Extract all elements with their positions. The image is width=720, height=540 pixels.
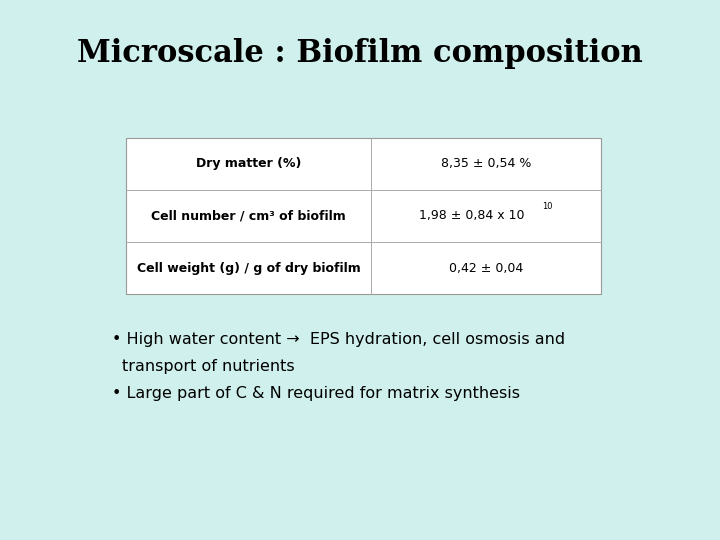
Text: Dry matter (%): Dry matter (%) <box>196 157 301 170</box>
Text: 1,98 ± 0,84 x 10: 1,98 ± 0,84 x 10 <box>419 210 524 222</box>
Text: • High water content →  EPS hydration, cell osmosis and: • High water content → EPS hydration, ce… <box>112 332 564 347</box>
Bar <box>126 138 601 294</box>
Text: 8,35 ± 0,54 %: 8,35 ± 0,54 % <box>441 157 531 170</box>
Text: Cell number / cm³ of biofilm: Cell number / cm³ of biofilm <box>151 210 346 222</box>
Text: • Large part of C & N required for matrix synthesis: • Large part of C & N required for matri… <box>112 386 520 401</box>
Text: transport of nutrients: transport of nutrients <box>122 359 295 374</box>
Text: Microscale : Biofilm composition: Microscale : Biofilm composition <box>77 38 643 69</box>
Text: 0,42 ± 0,04: 0,42 ± 0,04 <box>449 262 523 275</box>
Text: Cell weight (g) / g of dry biofilm: Cell weight (g) / g of dry biofilm <box>137 262 360 275</box>
Text: 10: 10 <box>542 202 552 211</box>
